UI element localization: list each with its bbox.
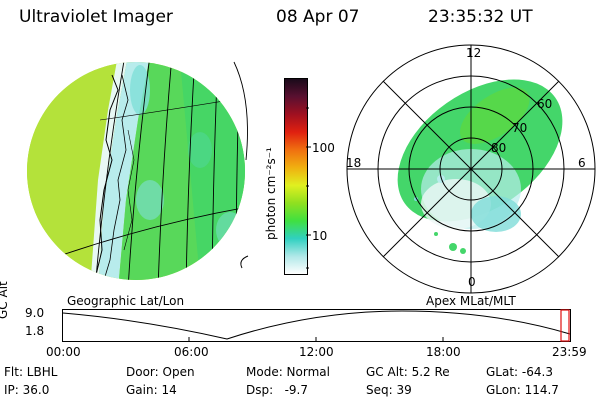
- alt-plot-xtick-0000: 00:00: [46, 345, 81, 359]
- left-panel-label: Geographic Lat/Lon: [67, 294, 185, 308]
- alt-plot-xtick-0600: 06:00: [174, 345, 209, 359]
- mlt-label-0: 0: [468, 275, 476, 289]
- colorbar-tick-100: 100: [312, 141, 335, 155]
- info-mode: Mode: Normal: [246, 365, 330, 379]
- colorbar-unit-label: photon cm⁻²s⁻¹: [264, 147, 278, 240]
- mlt-label-6: 6: [578, 156, 586, 170]
- mlat-label-60: 60: [537, 97, 553, 111]
- app-title: Ultraviolet Imager: [19, 7, 173, 27]
- info-gain: Gain: 14: [126, 383, 177, 397]
- info-dsp: Dsp: -9.7: [246, 383, 309, 397]
- polar-plot: [346, 44, 596, 294]
- time-label: 23:35:32 UT: [428, 7, 533, 27]
- colorbar-tick-10: 10: [312, 229, 328, 243]
- info-filter: Flt: LBHL: [4, 365, 58, 379]
- info-seq: Seq: 39: [366, 383, 412, 397]
- mlat-label-70: 70: [512, 121, 528, 135]
- info-glat: GLat: -64.3: [486, 365, 553, 379]
- altitude-plot: [62, 309, 571, 342]
- colorbar: [284, 78, 308, 275]
- current-time-marker: [560, 309, 570, 342]
- alt-plot-xtick-2359: 23:59: [552, 345, 587, 359]
- date-label: 08 Apr 07: [276, 7, 360, 27]
- alt-plot-ytick-high: 9.0: [25, 306, 45, 320]
- alt-plot-ytick-low: 1.8: [25, 324, 45, 338]
- alt-plot-ylabel: GC Alt: [0, 281, 10, 319]
- alt-plot-xtick-1800: 18:00: [426, 345, 461, 359]
- mlt-label-18: 18: [346, 156, 362, 170]
- right-panel-label: Apex MLat/MLT: [426, 294, 516, 308]
- colorbar-ticks: [306, 107, 311, 269]
- info-gc-alt: GC Alt: 5.2 Re: [366, 365, 450, 379]
- info-door: Door: Open: [126, 365, 195, 379]
- aurora-oval: [397, 79, 563, 254]
- mlt-label-12: 12: [466, 46, 482, 60]
- alt-plot-xtick-1200: 12:00: [299, 345, 334, 359]
- geographic-globe: [27, 62, 245, 280]
- info-ip: IP: 36.0: [4, 383, 50, 397]
- mlat-label-80: 80: [491, 141, 507, 155]
- info-glon: GLon: 114.7: [486, 383, 559, 397]
